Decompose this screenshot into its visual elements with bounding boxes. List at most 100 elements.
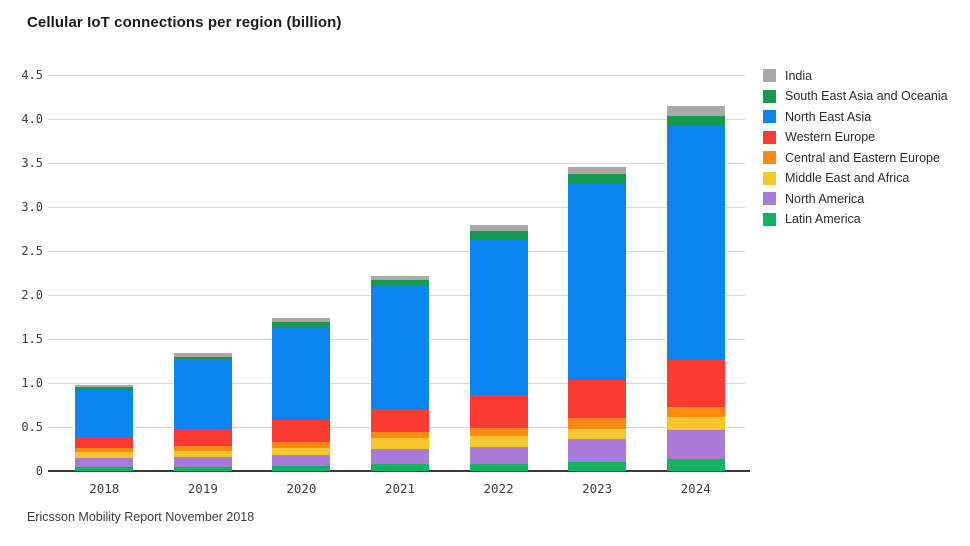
bar-segment [568, 462, 627, 471]
bar-segment [75, 457, 134, 467]
y-tick-label: 4.0 [21, 112, 43, 126]
bar-segment [370, 463, 429, 471]
bar-group-2024: 2024 [646, 75, 745, 496]
legend-label: Western Europe [785, 130, 876, 144]
bar-segment [370, 438, 429, 450]
y-tick-label: 4.5 [21, 68, 43, 82]
legend-swatch-icon [763, 130, 776, 144]
bar-segment [173, 445, 232, 451]
legend-swatch-icon [763, 110, 776, 123]
bar-segment [469, 427, 528, 436]
y-tick-label: 0 [35, 464, 43, 478]
y-tick-label: 2.0 [21, 288, 43, 302]
bar-segment [370, 432, 429, 439]
bar-group-2020: 2020 [252, 75, 351, 496]
legend-label: Central and Eastern Europe [785, 150, 940, 165]
gridline-3.5 [48, 162, 745, 164]
legend-item: North East Asia [763, 109, 948, 124]
x-tick-label: 2018 [89, 481, 120, 496]
legend-item: Western Europe [763, 130, 948, 144]
y-tick-label: 3.0 [21, 200, 43, 214]
bar-segment [75, 466, 134, 471]
stacked-bar-2024 [666, 105, 725, 471]
y-tick-label: 2.5 [21, 244, 43, 258]
legend-swatch-icon [763, 89, 776, 103]
bar-segment [272, 317, 331, 323]
y-tick-label: 0.5 [21, 420, 43, 434]
x-tick-label: 2023 [582, 481, 613, 496]
legend-label: North East Asia [785, 109, 872, 124]
bar-segment [666, 458, 725, 471]
bar-segment [666, 116, 725, 127]
bar-segment [173, 353, 232, 357]
stacked-bar-2023 [568, 166, 627, 471]
x-axis-line [48, 470, 750, 472]
stacked-bar-2021 [370, 275, 429, 471]
gridline-4.0 [48, 118, 745, 120]
bar-segment [272, 322, 331, 327]
x-tick-label: 2019 [187, 481, 218, 496]
bar-segment [568, 418, 627, 429]
bar-segment [272, 448, 331, 456]
legend-item: India [763, 68, 948, 83]
bar-segment [75, 384, 134, 388]
bar-group-2018: 2018 [55, 75, 154, 496]
bar-segment [469, 238, 528, 396]
bar-segment [568, 183, 627, 381]
bar-segment [272, 326, 331, 420]
bar-segment [469, 395, 528, 428]
legend-label: India [785, 68, 813, 83]
source-note: Ericsson Mobility Report November 2018 [27, 510, 255, 524]
bar-segment [272, 465, 331, 471]
bar-segment [272, 455, 331, 466]
x-tick-label: 2024 [680, 481, 711, 496]
bar-segment [370, 449, 429, 464]
bar-segment [173, 360, 232, 429]
bar-segment [568, 428, 627, 440]
x-tick-label: 2021 [384, 481, 416, 496]
legend-swatch-icon [763, 151, 776, 164]
bar-segment [75, 448, 134, 452]
stacked-bar-2019 [173, 353, 232, 471]
y-tick-label: 1.0 [21, 376, 43, 390]
bar-group-2022: 2022 [449, 75, 548, 496]
legend: India South East Asia and Oceania North Ea… [763, 69, 948, 226]
legend-item: Latin America [763, 212, 948, 226]
legend-swatch-icon [763, 212, 776, 226]
bar-segment [469, 230, 528, 239]
legend-label: Latin America [785, 212, 861, 226]
y-tick-label: 3.5 [21, 156, 43, 170]
bar-segment [666, 360, 725, 407]
legend-swatch-icon [763, 192, 776, 205]
y-tick-label: 1.5 [21, 332, 43, 346]
bar-segment [666, 126, 725, 361]
bar-segment [370, 275, 429, 281]
bar-segment [75, 390, 134, 437]
bar-segment [370, 280, 429, 286]
legend-label: Middle East and Africa [785, 171, 910, 185]
gridline-2.5 [48, 250, 745, 252]
chart-title: Cellular IoT connections per region (bil… [27, 14, 342, 31]
bar-segment [568, 439, 627, 463]
bar-group-2023: 2023 [548, 75, 647, 496]
bar-segment [469, 447, 528, 464]
plot-area: 0 0.5 1.0 1.5 2.0 2.5 3.0 3.5 4.0 4.5 2018 2019 2020… [21, 68, 750, 496]
stacked-bar-2018 [75, 384, 134, 471]
bar-segment [568, 380, 627, 419]
bar-group-2019: 2019 [154, 75, 253, 496]
bar-segment [568, 166, 627, 174]
bar-segment [272, 442, 331, 449]
bar-segment [568, 173, 627, 184]
bar-segment [666, 417, 725, 430]
legend-item: South East Asia and Oceania [763, 89, 948, 103]
bar-segment [469, 224, 528, 231]
legend-swatch-icon [763, 69, 776, 82]
stacked-bar-2020 [272, 317, 331, 471]
bar-segment [469, 435, 528, 448]
bar-segment [469, 463, 528, 471]
bar-segment [370, 285, 429, 409]
legend-item: Central and Eastern Europe [763, 150, 948, 165]
bar-segment [666, 105, 725, 117]
bar-segment [666, 429, 725, 459]
bar-segment [75, 451, 134, 458]
